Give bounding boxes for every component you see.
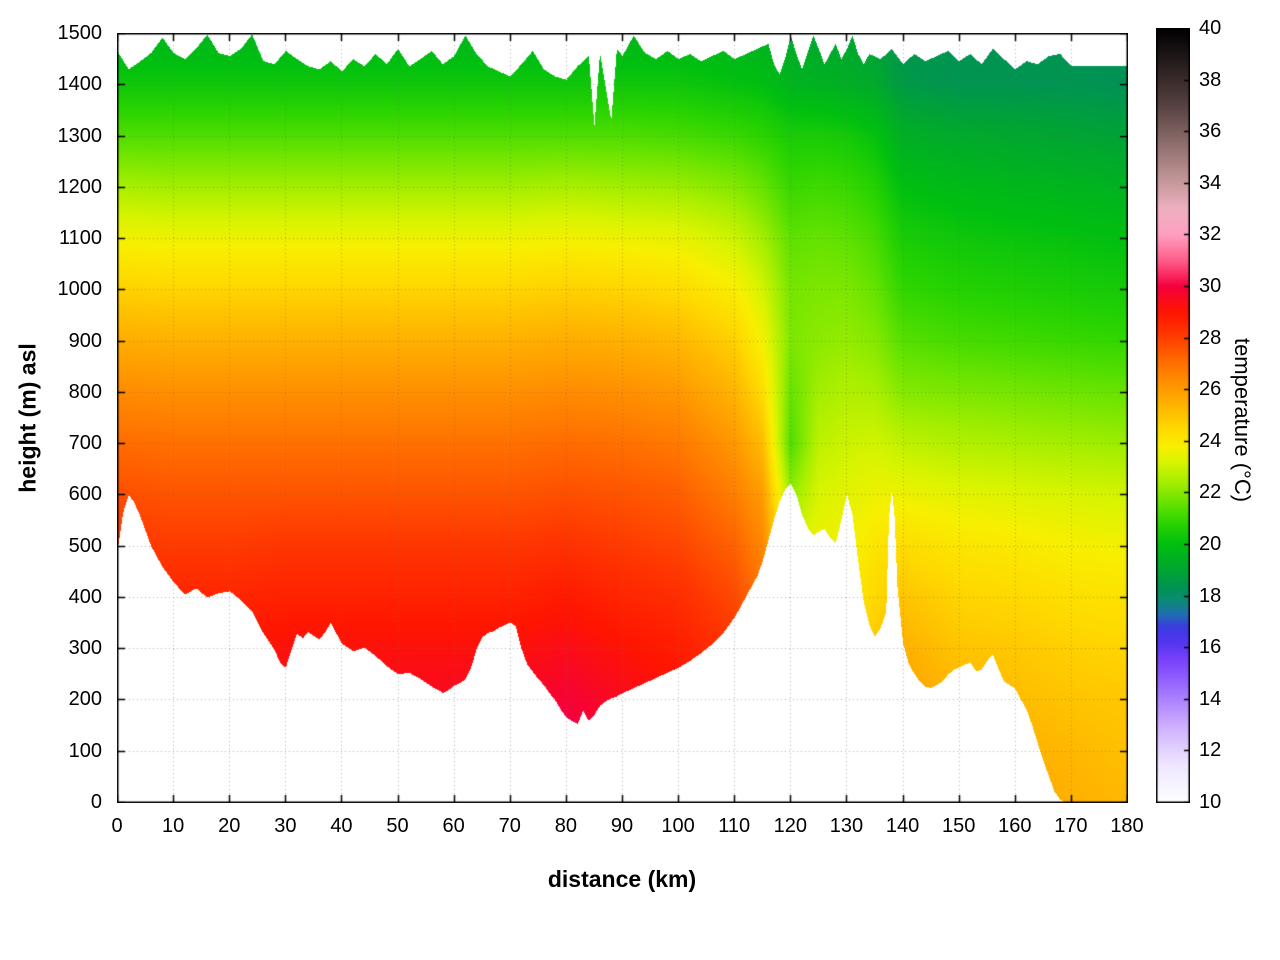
y-axis-label: height (m) asl: [14, 343, 41, 493]
y-tick-label: 1200: [57, 175, 103, 198]
colorbar-tick-label: 18: [1199, 584, 1222, 607]
x-tick-label: 50: [386, 815, 409, 837]
x-tick-label: 90: [610, 815, 634, 837]
y-tick-label: 200: [68, 688, 102, 711]
x-tick-label: 60: [442, 815, 465, 837]
y-tick-label: 1300: [57, 124, 103, 147]
x-axis-label: distance (km): [547, 866, 697, 892]
y-tick-label: 900: [68, 329, 102, 352]
colorbar-tick-label: 40: [1199, 17, 1222, 39]
colorbar-label: temperature (°C): [1230, 337, 1255, 503]
x-tick-label: 140: [885, 815, 920, 837]
x-tick-label: 160: [998, 815, 1032, 837]
colorbar-tick-label: 36: [1199, 120, 1222, 143]
colorbar-tick-label: 28: [1199, 326, 1222, 349]
x-tick-label: 10: [161, 815, 185, 837]
colorbar-tick-label: 38: [1199, 68, 1222, 91]
colorbar-tick-label: 24: [1199, 429, 1222, 452]
x-tick-label: 70: [498, 815, 521, 837]
colorbar-tick-label: 34: [1199, 171, 1222, 194]
y-tick-label: 300: [68, 637, 102, 660]
colorbar-tick-label: 30: [1199, 275, 1222, 297]
colorbar-tick-label: 16: [1199, 636, 1222, 659]
colorbar-tick-label: 12: [1199, 739, 1222, 762]
colorbar-tick-label: 10: [1199, 791, 1222, 813]
colorbar: [1156, 28, 1190, 803]
y-tick-label: 1400: [57, 73, 103, 96]
x-tick-label: 180: [1110, 815, 1144, 837]
x-tick-label: 30: [274, 815, 297, 837]
colorbar-tick-label: 32: [1199, 223, 1222, 246]
x-tick-label: 100: [661, 815, 695, 837]
y-tick-label: 500: [68, 534, 102, 557]
y-tick-label: 1000: [57, 278, 103, 301]
y-tick-label: 1100: [58, 227, 102, 250]
y-tick-label: 800: [68, 380, 102, 403]
colorbar-tick-label: 20: [1199, 533, 1222, 555]
colorbar-tick-label: 14: [1199, 687, 1222, 710]
y-tick-label: 600: [68, 483, 102, 506]
x-tick-label: 170: [1054, 815, 1088, 837]
x-tick-label: 40: [330, 815, 353, 837]
y-tick-label: 1500: [57, 22, 103, 44]
heatmap-plot-area: [117, 33, 1128, 803]
x-tick-label: 150: [941, 815, 976, 837]
x-tick-label: 120: [773, 815, 808, 837]
x-tick-label: 80: [554, 815, 577, 837]
colorbar-tick-label: 22: [1199, 481, 1222, 504]
x-tick-label: 0: [111, 815, 123, 837]
x-tick-label: 110: [718, 815, 751, 837]
x-tick-label: 130: [829, 815, 864, 837]
colorbar-tick-label: 26: [1199, 378, 1222, 401]
y-tick-label: 100: [68, 739, 102, 762]
y-tick-label: 400: [68, 585, 102, 608]
y-tick-label: 0: [90, 791, 102, 813]
x-tick-label: 20: [218, 815, 241, 837]
y-tick-label: 700: [68, 432, 102, 455]
